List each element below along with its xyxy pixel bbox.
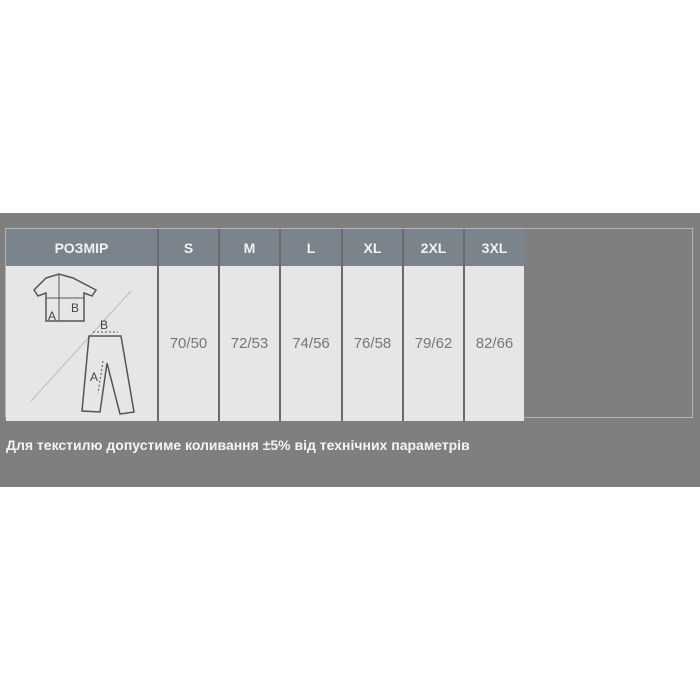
shirt-b-label: B: [71, 301, 79, 315]
pants-b-label: B: [100, 318, 108, 332]
header-size: XL: [342, 229, 404, 266]
size-table: РОЗМІР S M L XL 2XL 3XL B A B A 70/50 72…: [6, 229, 524, 421]
header-row: РОЗМІР S M L XL 2XL 3XL: [6, 229, 524, 266]
size-value: 72/53: [219, 266, 281, 421]
header-size-label: РОЗМІР: [6, 229, 159, 266]
table-row: B A B A 70/50 72/53 74/56 76/58 79/62 82…: [6, 266, 524, 421]
tolerance-note: Для текстилю допустиме коливання ±5% від…: [6, 437, 470, 453]
size-value: 82/66: [464, 266, 524, 421]
header-size: S: [158, 229, 220, 266]
header-size: 2XL: [403, 229, 465, 266]
header-size: L: [280, 229, 343, 266]
shirt-a-label: A: [48, 309, 56, 323]
header-size: 3XL: [464, 229, 524, 266]
pajama-measurement-icon: B A B A: [30, 273, 135, 415]
size-value: 74/56: [280, 266, 343, 421]
size-value: 70/50: [158, 266, 220, 421]
garment-diagram: B A B A: [6, 266, 159, 421]
size-value: 76/58: [342, 266, 404, 421]
pants-a-label: A: [90, 370, 98, 384]
size-value: 79/62: [403, 266, 465, 421]
header-size: M: [219, 229, 281, 266]
